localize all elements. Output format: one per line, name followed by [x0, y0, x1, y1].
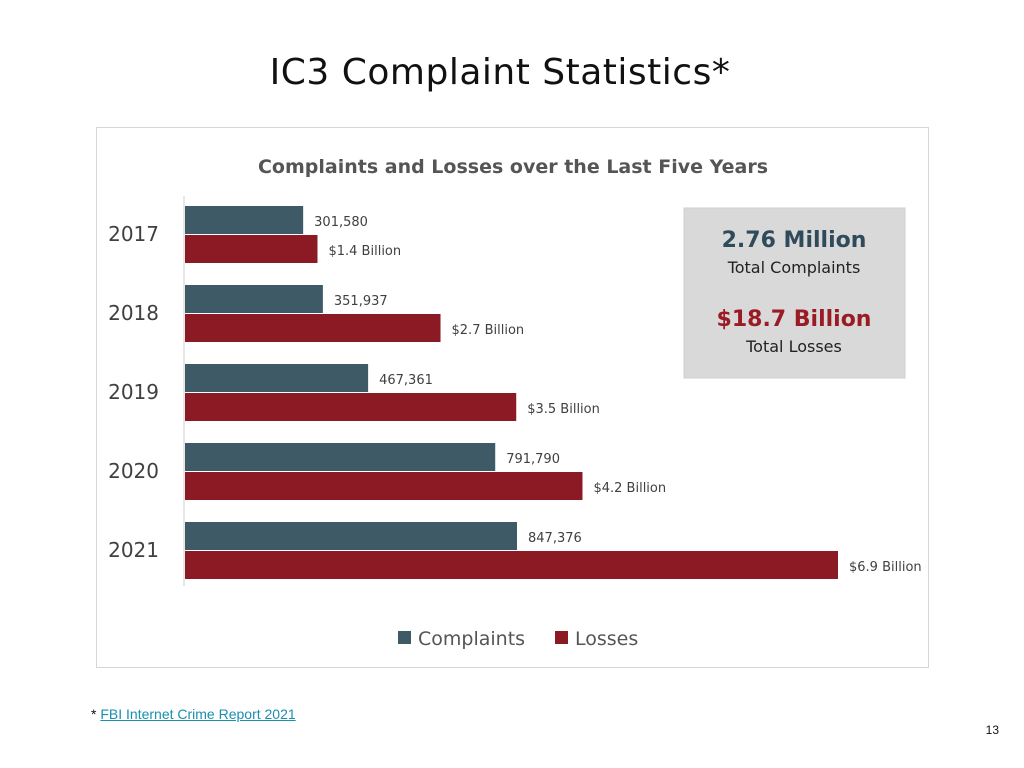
legend-label-losses: Losses — [575, 628, 638, 650]
data-label-losses-2019: $3.5 Billion — [527, 402, 600, 417]
chart-frame: Complaints and Losses over the Last Five… — [96, 127, 929, 668]
bar-losses-2020 — [185, 472, 583, 500]
summary-complaints-value: 2.76 Million — [722, 228, 867, 253]
bar-complaints-2020 — [185, 443, 496, 471]
category-label-2019: 2019 — [108, 380, 159, 404]
bar-losses-2021 — [185, 551, 838, 579]
bar-losses-2018 — [185, 314, 441, 342]
bar-complaints-2017 — [185, 206, 304, 234]
summary-losses-value: $18.7 Billion — [717, 307, 872, 332]
summary-losses-label: Total Losses — [745, 337, 842, 356]
footnote-source-link[interactable]: FBI Internet Crime Report 2021 — [100, 706, 296, 722]
data-label-losses-2018: $2.7 Billion — [452, 323, 525, 338]
category-label-2018: 2018 — [108, 301, 159, 325]
data-label-losses-2017: $1.4 Billion — [328, 244, 401, 259]
chart-svg: Complaints and Losses over the Last Five… — [108, 156, 922, 650]
category-label-2021: 2021 — [108, 538, 159, 562]
bar-complaints-2018 — [185, 285, 323, 313]
footnote-marker: * — [91, 706, 97, 722]
bar-losses-2017 — [185, 235, 318, 263]
footnote: * FBI Internet Crime Report 2021 — [91, 706, 296, 722]
data-label-complaints-2018: 351,937 — [334, 294, 388, 309]
bar-losses-2019 — [185, 393, 517, 421]
summary-complaints-label: Total Complaints — [727, 258, 861, 277]
data-label-complaints-2019: 467,361 — [379, 373, 433, 388]
bar-complaints-2019 — [185, 364, 369, 392]
chart-title: Complaints and Losses over the Last Five… — [258, 156, 768, 178]
legend-label-complaints: Complaints — [418, 628, 525, 650]
data-label-complaints-2020: 791,790 — [506, 452, 560, 467]
page-number: 13 — [985, 723, 999, 737]
data-label-losses-2020: $4.2 Billion — [593, 481, 666, 496]
legend-swatch-losses — [555, 631, 568, 644]
data-label-losses-2021: $6.9 Billion — [849, 560, 922, 575]
bar-complaints-2021 — [185, 522, 517, 550]
category-label-2020: 2020 — [108, 459, 159, 483]
slide-title: IC3 Complaint Statistics* — [269, 52, 731, 93]
legend-swatch-complaints — [398, 631, 411, 644]
category-label-2017: 2017 — [108, 222, 159, 246]
data-label-complaints-2021: 847,376 — [528, 531, 582, 546]
data-label-complaints-2017: 301,580 — [314, 215, 368, 230]
summary-box — [683, 207, 906, 379]
